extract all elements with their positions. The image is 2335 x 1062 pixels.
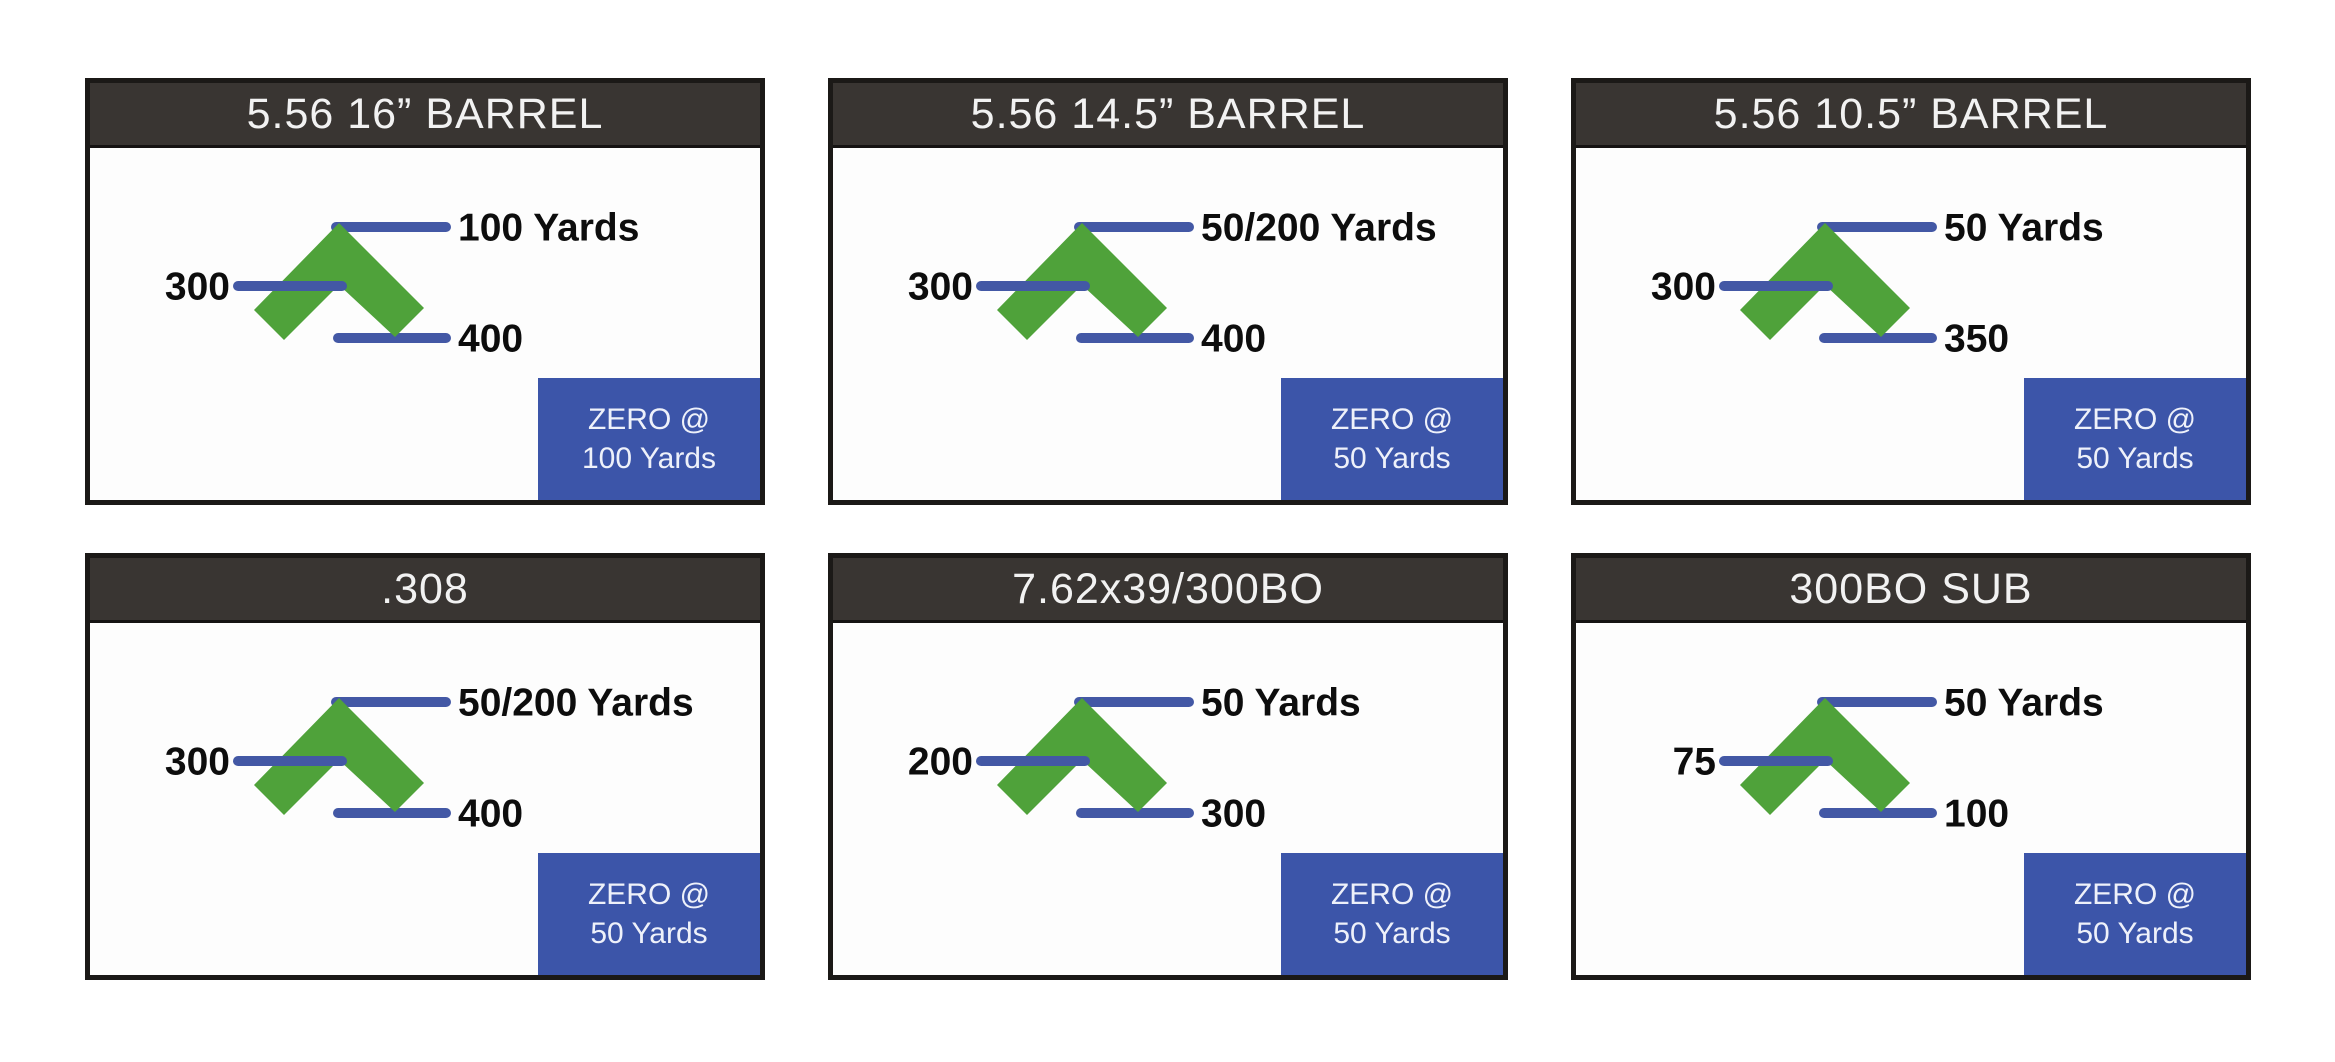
bottom-range-label: 350: [1944, 318, 2009, 361]
panel-title: 300BO SUB: [1789, 564, 2033, 613]
left-range-label: 200: [908, 741, 973, 784]
top-range-label: 50 Yards: [1201, 684, 1361, 725]
left-range-label: 300: [1651, 266, 1716, 309]
left-range-label: 75: [1673, 741, 1716, 784]
reticle-diagram: 50/200 Yards 300 400: [165, 684, 694, 836]
panel-body: 50 Yards 300 350 ZERO @ 50 Yards: [1576, 148, 2246, 500]
zero-badge-line1: ZERO @: [2073, 403, 2197, 436]
zero-badge-line1: ZERO @: [587, 403, 711, 436]
panel-header: 300BO SUB: [1576, 558, 2246, 623]
panel-body: 50/200 Yards 300 400 ZERO @ 50 Yards: [833, 148, 1503, 500]
bottom-range-label: 100: [1944, 793, 2009, 836]
panel-header: 5.56 10.5” BARREL: [1576, 83, 2246, 148]
panel-556-105-barrel: 5.56 10.5” BARREL 50 Yards 300 350 ZERO …: [1571, 78, 2251, 505]
top-range-label: 100 Yards: [458, 209, 639, 250]
zero-badge: ZERO @ 100 Yards: [538, 378, 760, 500]
reticle-diagram: 50 Yards 300 350: [1651, 209, 2104, 361]
top-range-label: 50/200 Yards: [1201, 209, 1437, 250]
panel-title: 7.62x39/300BO: [1012, 564, 1324, 613]
zero-badge: ZERO @ 50 Yards: [1281, 378, 1503, 500]
bottom-range-label: 400: [1201, 318, 1266, 361]
zero-badge: ZERO @ 50 Yards: [2024, 853, 2246, 975]
zero-badge-line2: 50 Yards: [2076, 917, 2194, 950]
zero-badge-line2: 100 Yards: [582, 442, 716, 475]
zero-badge: ZERO @ 50 Yards: [538, 853, 760, 975]
zero-badge-line1: ZERO @: [1330, 403, 1454, 436]
panel-556-16-barrel: 5.56 16” BARREL 100 Yards 300 400 ZERO @…: [85, 78, 765, 505]
zero-badge: ZERO @ 50 Yards: [1281, 853, 1503, 975]
left-range-label: 300: [908, 266, 973, 309]
panel-308: .308 50/200 Yards 300 400 ZERO @ 50 Yard…: [85, 553, 765, 980]
reticle-diagram: 50/200 Yards 300 400: [908, 209, 1437, 361]
panel-title: .308: [381, 564, 469, 613]
panel-762x39-300bo: 7.62x39/300BO 50 Yards 200 300 ZERO @ 50…: [828, 553, 1508, 980]
panel-body: 50 Yards 200 300 ZERO @ 50 Yards: [833, 623, 1503, 975]
reticle-diagram: 50 Yards 75 100: [1673, 684, 2104, 836]
panel-300bo-sub: 300BO SUB 50 Yards 75 100 ZERO @ 50 Yard…: [1571, 553, 2251, 980]
bottom-range-label: 400: [458, 318, 523, 361]
panel-title: 5.56 14.5” BARREL: [970, 89, 1366, 138]
panel-header: 5.56 16” BARREL: [90, 83, 760, 148]
bottom-range-label: 400: [458, 793, 523, 836]
reticle-diagram: 100 Yards 300 400: [165, 209, 640, 361]
panel-header: .308: [90, 558, 760, 623]
reticle-diagram: 50 Yards 200 300: [908, 684, 1361, 836]
zero-badge-line2: 50 Yards: [2076, 442, 2194, 475]
top-range-label: 50/200 Yards: [458, 684, 694, 725]
panel-title: 5.56 10.5” BARREL: [1713, 89, 2109, 138]
panel-title: 5.56 16” BARREL: [246, 89, 604, 138]
panel-556-145-barrel: 5.56 14.5” BARREL 50/200 Yards 300 400 Z…: [828, 78, 1508, 505]
bottom-range-label: 300: [1201, 793, 1266, 836]
panel-body: 50/200 Yards 300 400 ZERO @ 50 Yards: [90, 623, 760, 975]
top-range-label: 50 Yards: [1944, 209, 2104, 250]
zero-badge-line1: ZERO @: [2073, 878, 2197, 911]
left-range-label: 300: [165, 741, 230, 784]
zero-badge-line2: 50 Yards: [590, 917, 708, 950]
panel-body: 50 Yards 75 100 ZERO @ 50 Yards: [1576, 623, 2246, 975]
panel-header: 5.56 14.5” BARREL: [833, 83, 1503, 148]
zero-badge-line2: 50 Yards: [1333, 442, 1451, 475]
zero-badge-line2: 50 Yards: [1333, 917, 1451, 950]
zero-badge-line1: ZERO @: [587, 878, 711, 911]
panel-body: 100 Yards 300 400 ZERO @ 100 Yards: [90, 148, 760, 500]
top-range-label: 50 Yards: [1944, 684, 2104, 725]
zero-badge: ZERO @ 50 Yards: [2024, 378, 2246, 500]
panel-header: 7.62x39/300BO: [833, 558, 1503, 623]
zero-badge-line1: ZERO @: [1330, 878, 1454, 911]
left-range-label: 300: [165, 266, 230, 309]
